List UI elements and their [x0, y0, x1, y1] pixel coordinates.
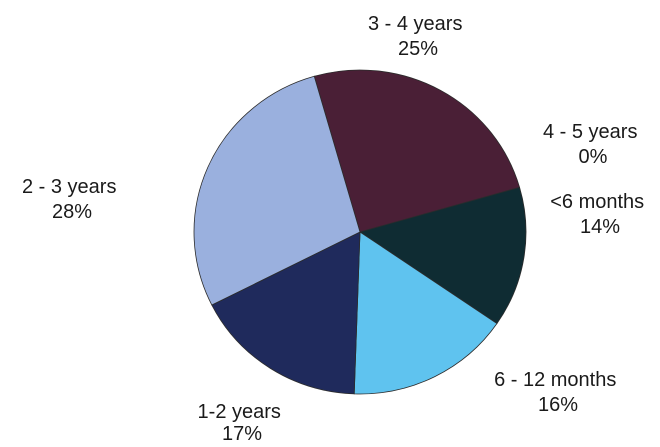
slice-label-4-5-years-name: 4 - 5 years [543, 121, 637, 143]
pie-slice-1-2-years [211, 231, 361, 395]
slice-label-3-4-years: 3 - 4 years 25% [368, 13, 468, 60]
pie-slice-3-4-years [313, 69, 521, 233]
slice-label-4-5-years-percent: 0% [579, 146, 608, 168]
slice-label-2-3-years-percent: 28% [52, 201, 92, 223]
slice-label-lt-6-months: <6 months 14% [550, 191, 650, 238]
pie-slice-lt-6-months [359, 186, 527, 325]
slice-label-6-12-months-name: 6 - 12 months [494, 369, 616, 391]
slice-label-1-2-years-percent: 17% [222, 423, 262, 445]
slice-label-lt-6-months-name: <6 months [550, 191, 644, 213]
slice-label-6-12-months-percent: 16% [538, 394, 578, 416]
pie-slice-2-3-years [193, 75, 361, 306]
slice-label-4-5-years: 4 - 5 years 0% [543, 121, 643, 168]
slice-label-3-4-years-name: 3 - 4 years [368, 13, 462, 35]
slice-label-2-3-years-name: 2 - 3 years [22, 176, 116, 198]
slice-label-6-12-months: 6 - 12 months 16% [494, 369, 622, 416]
pie-slice-6-12-months [353, 231, 498, 395]
slice-label-lt-6-months-percent: 14% [580, 216, 620, 238]
pie-labels: 3 - 4 years 25% 4 - 5 years 0% <6 months… [22, 13, 650, 445]
slice-label-1-2-years-name: 1-2 years [198, 401, 281, 423]
slice-label-3-4-years-percent: 25% [398, 38, 438, 60]
slice-label-1-2-years: 1-2 years 17% [198, 401, 287, 445]
slice-label-2-3-years: 2 - 3 years 28% [22, 176, 122, 223]
pie-slices [193, 69, 527, 395]
